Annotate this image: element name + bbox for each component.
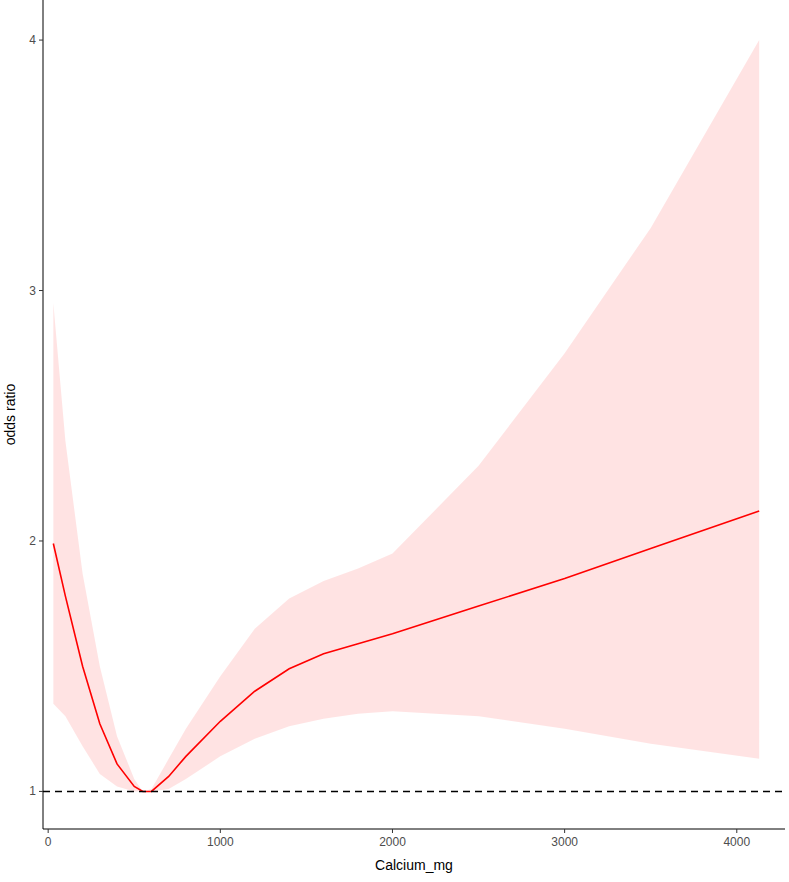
x-tick-label: 0 (45, 835, 52, 849)
y-tick (39, 40, 43, 41)
y-tick-label: 1 (29, 784, 36, 798)
x-tick (736, 829, 737, 833)
x-tick-label: 1000 (207, 835, 234, 849)
y-tick (39, 791, 43, 792)
x-axis-label: Calcium_mg (375, 857, 453, 873)
line (53, 511, 759, 792)
confidence-band (53, 40, 759, 791)
x-tick-label: 2000 (379, 835, 406, 849)
x-axis (43, 829, 785, 830)
y-tick-label: 4 (29, 33, 36, 47)
chart: 0 1000 2000 3000 4000 1 2 3 4 Calcium_mg odds rati… (0, 0, 789, 882)
reference-line (43, 791, 785, 793)
x-tick (220, 829, 221, 833)
x-tick-label: 4000 (723, 835, 750, 849)
x-tick-label: 3000 (551, 835, 578, 849)
y-axis-label: odds ratio (2, 384, 18, 446)
y-tick (39, 290, 43, 291)
y-tick (39, 540, 43, 541)
x-tick (564, 829, 565, 833)
y-tick-label: 2 (29, 534, 36, 548)
x-tick (392, 829, 393, 833)
y-tick-label: 3 (29, 284, 36, 298)
plot-area (43, 40, 785, 791)
x-tick (48, 829, 49, 833)
y-axis (43, 0, 44, 829)
